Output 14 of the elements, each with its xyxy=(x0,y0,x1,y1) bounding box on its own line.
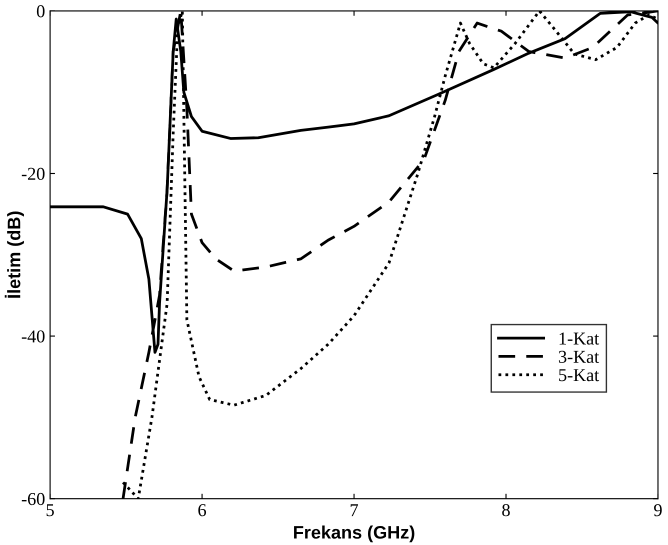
x-tick-label: 8 xyxy=(502,504,510,516)
x-tick-label: 6 xyxy=(198,504,206,516)
y-axis-title: İletim (dB) xyxy=(4,212,24,298)
y-tick-label: -60 xyxy=(22,492,45,506)
legend-label: 1-Kat xyxy=(560,332,600,345)
x-tick-label: 9 xyxy=(654,504,662,516)
legend-label: 5-Kat xyxy=(559,369,600,382)
y-tick-label: 0 xyxy=(36,5,45,18)
y-tick-label: -40 xyxy=(22,330,45,343)
x-tick-label: 7 xyxy=(350,504,358,516)
x-axis-title: Frekans (GHz) xyxy=(294,525,414,542)
legend-label: 3-Kat xyxy=(558,350,600,363)
y-tick-label: -20 xyxy=(22,168,45,180)
x-tick-label: 5 xyxy=(46,504,54,516)
